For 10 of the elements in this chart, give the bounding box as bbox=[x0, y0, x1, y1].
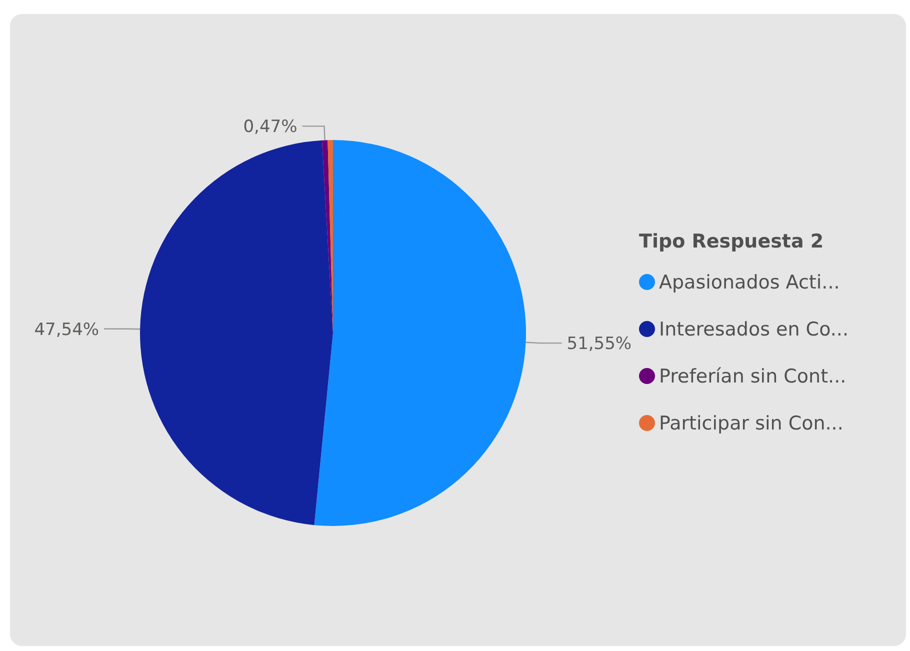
legend-label: Interesados en Co... bbox=[659, 318, 848, 341]
legend-title: Tipo Respuesta 2 bbox=[639, 230, 824, 253]
legend-label: Apasionados Acti... bbox=[659, 272, 840, 294]
data-label: 47,54% bbox=[34, 320, 100, 340]
legend-label: Preferían sin Cont... bbox=[659, 366, 846, 388]
pie-slice bbox=[140, 140, 333, 526]
pie-slice bbox=[314, 140, 526, 526]
legend-label: Participar sin Con... bbox=[659, 412, 844, 435]
data-label: 0,47% bbox=[243, 117, 298, 138]
data-label: 51,55% bbox=[566, 334, 632, 354]
